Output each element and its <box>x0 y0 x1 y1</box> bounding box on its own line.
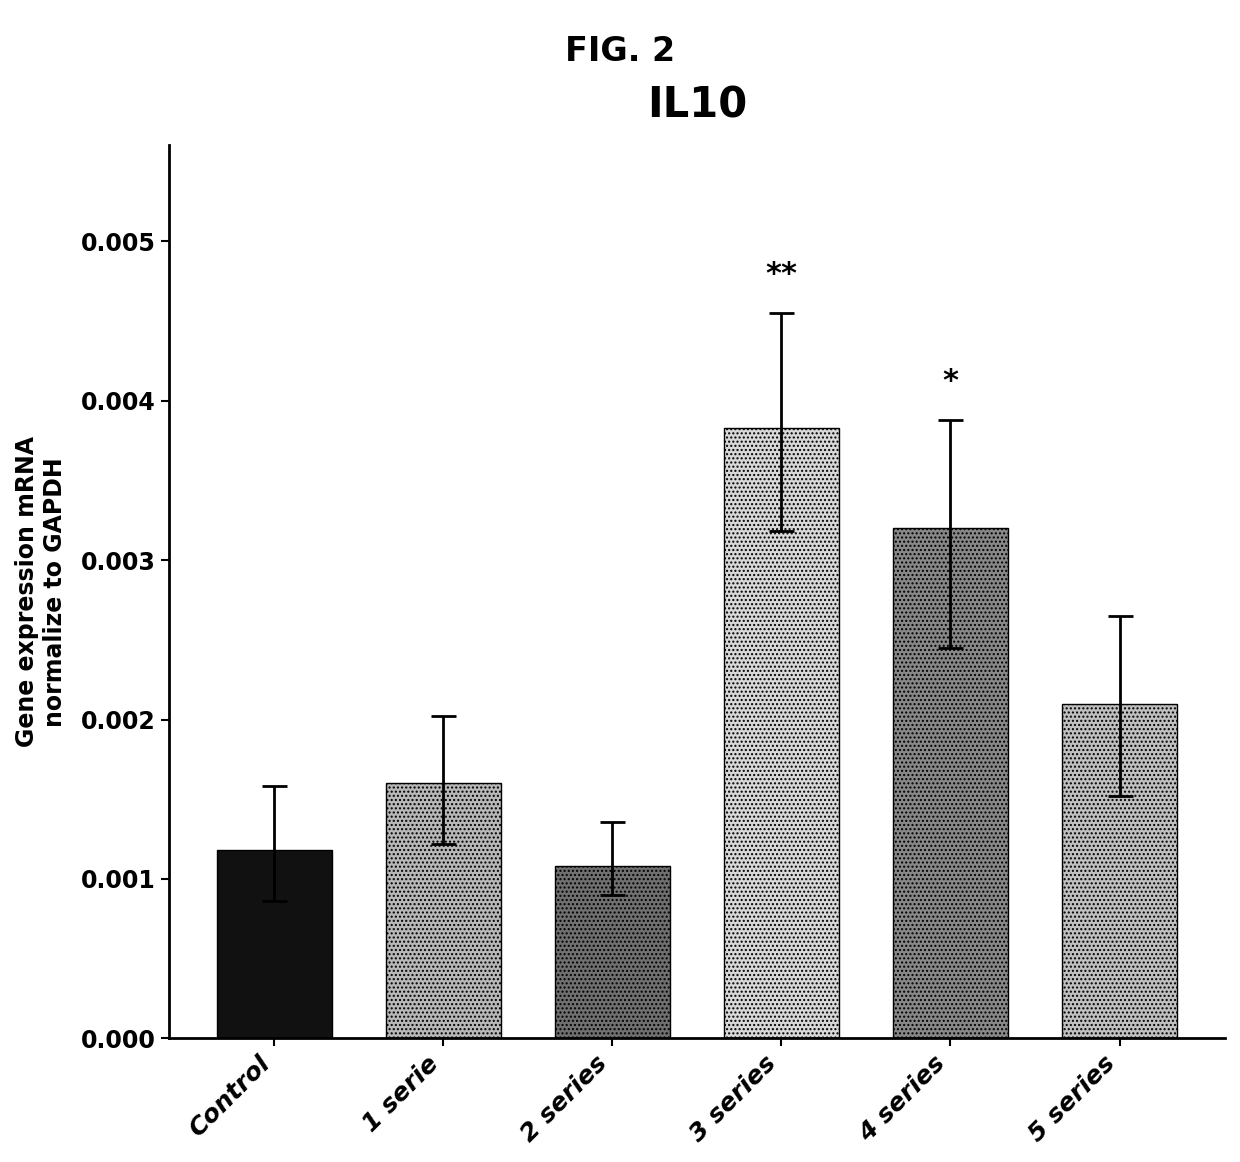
Text: *: * <box>942 367 959 396</box>
Y-axis label: Gene expression mRNA
normalize to GAPDH: Gene expression mRNA normalize to GAPDH <box>15 437 67 747</box>
Bar <box>554 866 670 1039</box>
Text: FIG. 2: FIG. 2 <box>565 35 675 67</box>
Bar <box>893 529 1008 1039</box>
Bar <box>217 851 332 1039</box>
Text: **: ** <box>765 260 797 289</box>
Title: IL10: IL10 <box>647 85 746 127</box>
Bar <box>1061 703 1177 1039</box>
Bar <box>724 428 839 1039</box>
Bar <box>386 783 501 1039</box>
